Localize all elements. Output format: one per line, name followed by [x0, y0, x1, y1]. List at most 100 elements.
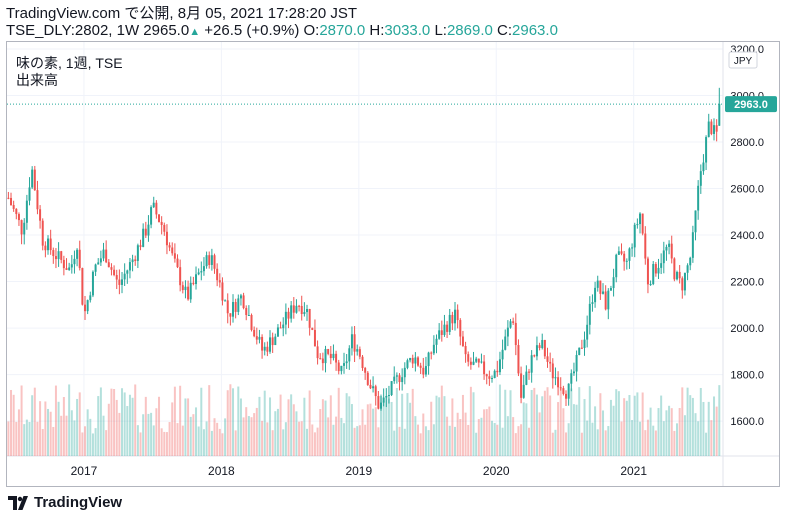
- candle-body: [594, 287, 597, 303]
- low-label: L:: [434, 22, 447, 39]
- volume-bar: [575, 404, 578, 456]
- volume-bar: [78, 392, 81, 456]
- volume-bar: [271, 430, 274, 456]
- candle-body: [615, 254, 618, 278]
- volume-bar: [705, 432, 708, 456]
- volume-bar: [633, 395, 636, 456]
- candle-body: [657, 267, 660, 274]
- y-tick-label: 2200.0: [730, 277, 764, 289]
- candle-body: [443, 324, 446, 335]
- candle-body: [229, 313, 232, 317]
- volume-bar: [528, 427, 531, 456]
- volume-bar: [522, 402, 525, 456]
- candle-body: [662, 250, 665, 264]
- candle-body: [459, 320, 462, 337]
- volume-bar: [715, 406, 718, 456]
- volume-bar: [165, 432, 168, 456]
- candle-body: [73, 258, 76, 265]
- volume-bar: [543, 390, 546, 456]
- candle-body: [364, 368, 367, 373]
- volume-bar: [697, 421, 700, 456]
- volume-bar: [245, 407, 248, 456]
- volume-bar: [15, 421, 18, 456]
- volume-bar: [588, 386, 591, 456]
- candle-body: [543, 339, 546, 357]
- candle-body: [57, 251, 60, 260]
- volume-bar: [512, 417, 515, 456]
- volume-bar: [290, 394, 293, 456]
- candle-body: [208, 255, 211, 265]
- candle-body: [131, 259, 134, 263]
- candle-body: [147, 224, 150, 236]
- candle-body: [205, 255, 208, 267]
- volume-bar: [554, 429, 557, 456]
- volume-bar: [213, 418, 216, 456]
- candle-body: [517, 345, 520, 374]
- volume-bar: [313, 432, 316, 456]
- last-price-box: [725, 96, 777, 113]
- volume-bar: [713, 396, 716, 456]
- candle-body: [697, 185, 700, 211]
- candle-body: [403, 367, 406, 378]
- volume-bar: [390, 401, 393, 456]
- chart-area[interactable]: 1600.0 1800.0 2000.0 2200.0 2400.0 2600.0 2800…: [6, 41, 780, 487]
- volume-bar: [459, 419, 462, 456]
- candle-body: [411, 357, 414, 364]
- volume-bar: [395, 388, 398, 456]
- candle-body: [271, 337, 274, 346]
- candle-body: [520, 373, 523, 398]
- volume-bar: [329, 395, 332, 456]
- volume-bar: [324, 400, 327, 456]
- candle-body: [464, 346, 467, 355]
- candle-body: [160, 221, 163, 225]
- volume-bar: [385, 397, 388, 456]
- candle-body: [546, 356, 549, 362]
- candle-body: [255, 336, 258, 340]
- volume-bar: [427, 430, 430, 456]
- volume-bar: [12, 394, 15, 456]
- volume-bar: [517, 426, 520, 456]
- volume-bar: [609, 399, 612, 456]
- candle-body: [62, 259, 65, 269]
- volume-bar: [409, 402, 412, 456]
- price-chart[interactable]: 1600.0 1800.0 2000.0 2200.0 2400.0 2600.0 2800…: [7, 42, 779, 486]
- volume-bar: [276, 408, 279, 456]
- volume-bar: [160, 428, 163, 456]
- candle-body: [372, 386, 375, 389]
- candle-body: [340, 365, 343, 372]
- candle-body: [126, 270, 129, 274]
- volume-bar: [440, 385, 443, 456]
- volume-bar: [131, 397, 134, 456]
- last-price-label: 2963.0: [734, 99, 768, 111]
- volume-bar: [504, 389, 507, 456]
- footer-brand[interactable]: TradingView: [8, 494, 122, 511]
- volume-bar: [699, 387, 702, 456]
- candle-body: [239, 295, 242, 299]
- volume-bar: [710, 420, 713, 456]
- volume-bar: [300, 421, 303, 456]
- candle-body: [390, 381, 393, 396]
- candle-body: [39, 209, 42, 221]
- chart-legend: 味の素, 1週, TSE 出来高: [16, 55, 123, 89]
- volume-bar: [686, 387, 689, 456]
- volume-bar: [121, 388, 124, 456]
- candle-body: [631, 247, 634, 249]
- candle-body: [118, 279, 121, 285]
- candle-body: [599, 280, 602, 294]
- volume-bar: [232, 388, 235, 456]
- volume-bar: [377, 427, 380, 456]
- volume-bar: [454, 426, 457, 456]
- candle-body: [266, 346, 269, 352]
- candle-body: [401, 377, 404, 383]
- candle-body: [636, 224, 639, 226]
- candle-body: [17, 214, 20, 221]
- volume-bar: [583, 399, 586, 456]
- candle-body: [691, 232, 694, 258]
- open-value: 2870.0: [319, 22, 366, 39]
- volume-bar: [68, 384, 71, 456]
- volume-bar: [596, 429, 599, 456]
- candle-body: [54, 256, 57, 260]
- volume-bar: [91, 433, 94, 456]
- volume-bar: [417, 424, 420, 456]
- volume-bar: [242, 417, 245, 456]
